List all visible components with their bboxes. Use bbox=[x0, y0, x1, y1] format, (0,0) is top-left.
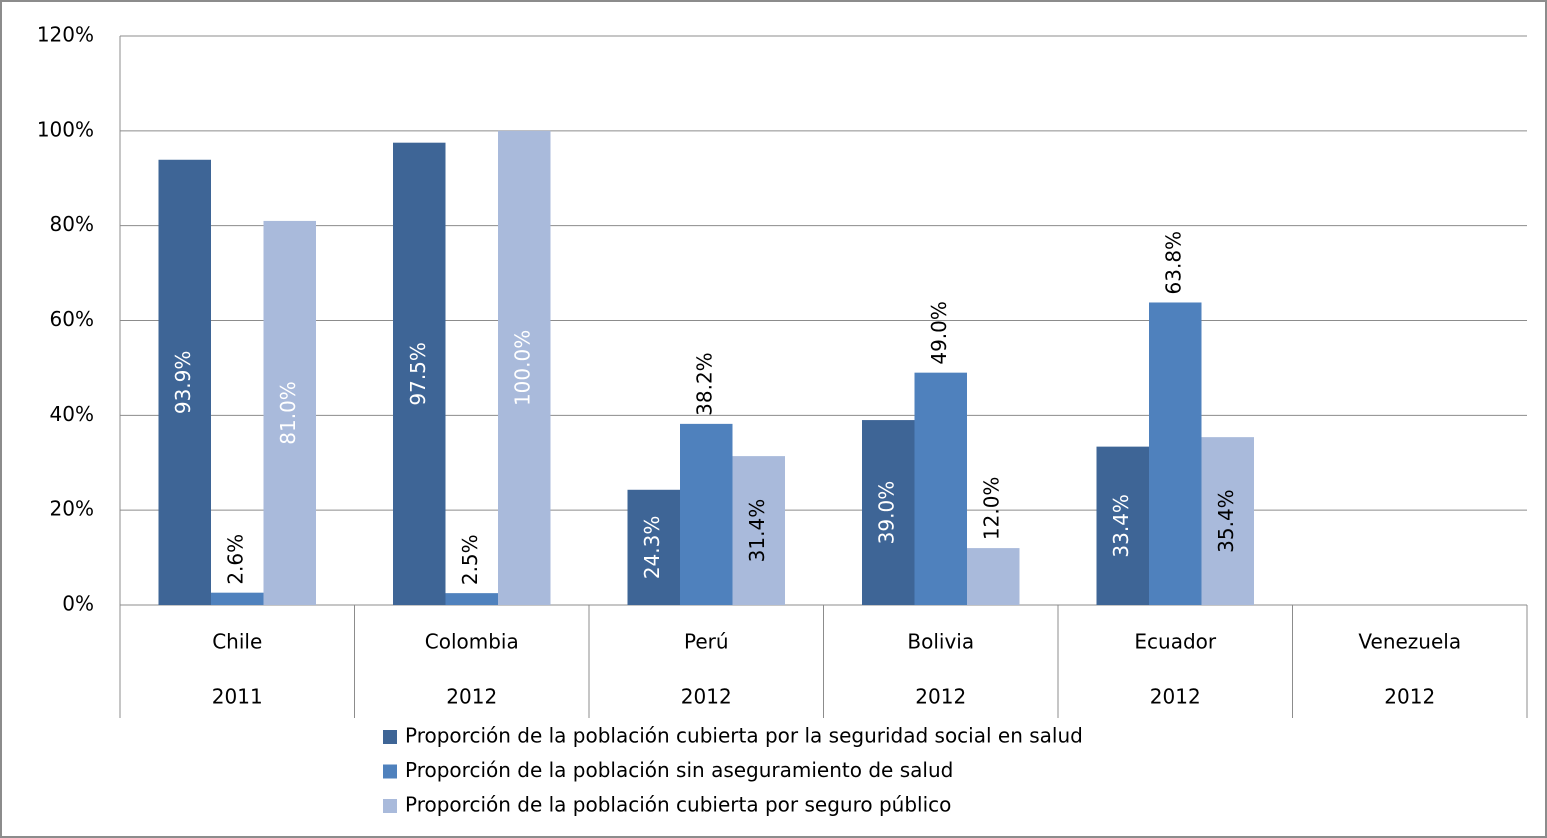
legend-swatch bbox=[383, 730, 397, 744]
value-label: 2.6% bbox=[224, 534, 248, 585]
x-year-label: 2012 bbox=[1384, 685, 1435, 709]
x-tick-label: Ecuador bbox=[1134, 630, 1216, 654]
bar bbox=[627, 489, 680, 605]
y-tick-label: 0% bbox=[62, 592, 94, 616]
bar bbox=[1096, 446, 1149, 605]
x-tick-label: Chile bbox=[212, 630, 262, 654]
value-label: 63.8% bbox=[1162, 231, 1186, 295]
legend-swatch bbox=[383, 799, 397, 813]
bar bbox=[680, 423, 733, 605]
bar bbox=[1201, 437, 1254, 605]
value-label: 97.5% bbox=[406, 342, 430, 406]
value-label: 35.4% bbox=[1214, 489, 1238, 553]
value-label: 31.4% bbox=[745, 499, 769, 563]
bar bbox=[263, 220, 316, 606]
bar bbox=[732, 456, 785, 605]
x-tick-label: Perú bbox=[684, 630, 729, 654]
value-label: 81.0% bbox=[276, 381, 300, 445]
value-label: 39.0% bbox=[875, 481, 899, 545]
value-label: 49.0% bbox=[927, 301, 951, 365]
legend-swatch bbox=[383, 764, 397, 779]
x-year-label: 2012 bbox=[915, 685, 966, 709]
bar bbox=[862, 420, 915, 605]
x-year-label: 2012 bbox=[446, 685, 497, 709]
x-year-label: 2012 bbox=[1150, 685, 1201, 709]
x-year-label: 2012 bbox=[681, 685, 732, 709]
value-label: 93.9% bbox=[171, 351, 195, 415]
x-tick-label: Colombia bbox=[425, 630, 519, 654]
y-tick-label: 100% bbox=[37, 117, 94, 141]
bar bbox=[967, 548, 1020, 605]
y-tick-label: 80% bbox=[50, 212, 94, 236]
x-year-label: 2011 bbox=[212, 685, 263, 709]
legend-label: Proporción de la población sin asegurami… bbox=[405, 758, 953, 782]
legend-label: Proporción de la población cubierta por … bbox=[405, 724, 1083, 748]
bar bbox=[445, 593, 498, 605]
legend-label: Proporción de la población cubierta por … bbox=[405, 793, 951, 817]
bar bbox=[498, 130, 551, 606]
value-label: 2.5% bbox=[458, 534, 482, 585]
bar bbox=[211, 592, 264, 605]
bar bbox=[1149, 302, 1202, 605]
bar bbox=[393, 142, 446, 605]
bar bbox=[158, 159, 211, 605]
y-tick-label: 120% bbox=[37, 23, 94, 47]
value-label: 38.2% bbox=[693, 352, 717, 416]
value-label: 100.0% bbox=[511, 330, 535, 406]
x-tick-label: Bolivia bbox=[907, 630, 974, 654]
value-label: 24.3% bbox=[640, 516, 664, 580]
value-label: 33.4% bbox=[1109, 494, 1133, 558]
value-label: 12.0% bbox=[980, 477, 1004, 541]
y-tick-label: 60% bbox=[50, 307, 94, 331]
x-tick-label: Venezuela bbox=[1358, 630, 1461, 654]
y-tick-label: 40% bbox=[50, 402, 94, 426]
bar bbox=[914, 372, 967, 605]
y-tick-label: 20% bbox=[50, 497, 94, 521]
